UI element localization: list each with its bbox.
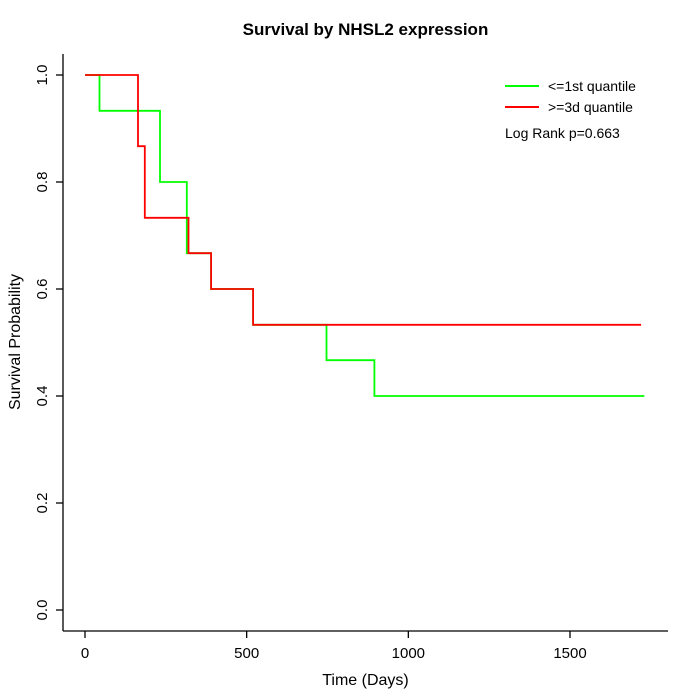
legend-entry: <=1st quantile xyxy=(505,78,636,94)
km-curve-1 xyxy=(85,74,642,326)
legend-line-swatch-red xyxy=(505,106,539,108)
chart-title: Survival by NHSL2 expression xyxy=(242,20,489,39)
x-tick-label: 1500 xyxy=(553,645,586,662)
y-tick-label: 0.8 xyxy=(34,172,51,193)
legend-line-swatch-green xyxy=(505,85,539,87)
legend-label: >=3d quantile xyxy=(548,99,633,115)
logrank-pvalue: Log Rank p=0.663 xyxy=(505,125,620,141)
y-tick-label: 0.0 xyxy=(34,600,51,621)
x-tick-label: 1000 xyxy=(392,645,425,662)
legend-entry: >=3d quantile xyxy=(505,99,636,115)
x-axis-label: Time (Days) xyxy=(322,672,409,689)
y-axis-label: Survival Probability xyxy=(7,273,24,411)
legend-label: <=1st quantile xyxy=(548,78,636,94)
y-tick-label: 0.4 xyxy=(34,386,51,407)
y-tick-label: 0.2 xyxy=(34,493,51,514)
x-tick-label: 0 xyxy=(81,645,89,662)
y-tick-label: 1.0 xyxy=(34,65,51,86)
x-tick-label: 500 xyxy=(234,645,259,662)
y-tick-label: 0.6 xyxy=(34,279,51,300)
legend: <=1st quantile >=3d quantile Log Rank p=… xyxy=(505,78,636,141)
